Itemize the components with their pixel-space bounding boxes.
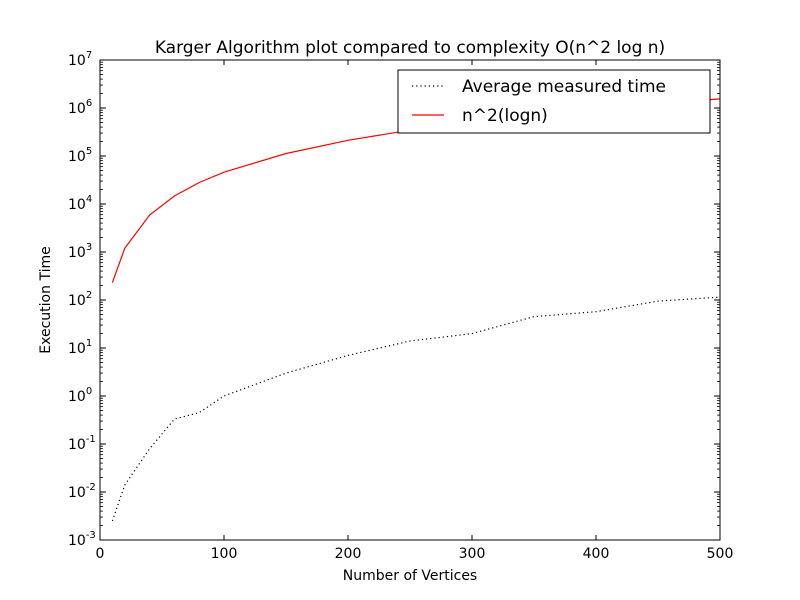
y-tick-exponent: 4 xyxy=(86,194,92,205)
y-tick-base: 10 xyxy=(68,533,86,549)
chart-title: Karger Algorithm plot compared to comple… xyxy=(155,38,665,58)
y-tick-base: 10 xyxy=(68,197,86,213)
y-tick-label: 104 xyxy=(68,194,92,213)
y-tick-base: 10 xyxy=(68,101,86,117)
y-tick-base: 10 xyxy=(68,341,86,357)
y-tick-label: 107 xyxy=(68,50,92,69)
y-tick-exponent: 7 xyxy=(86,50,92,61)
y-tick-base: 10 xyxy=(68,485,86,501)
y-tick-base: 10 xyxy=(68,389,86,405)
y-tick-label: 100 xyxy=(68,386,92,405)
x-tick-label: 0 xyxy=(96,546,105,562)
y-tick-exponent: 6 xyxy=(86,98,92,109)
x-tick-label: 100 xyxy=(211,546,238,562)
y-tick-exponent: -3 xyxy=(86,530,96,541)
y-tick-exponent: -1 xyxy=(86,434,96,445)
y-tick-label: 102 xyxy=(68,290,92,309)
y-tick-label: 101 xyxy=(68,338,92,357)
y-tick-exponent: 3 xyxy=(86,242,92,253)
y-tick-label: 103 xyxy=(68,242,92,261)
x-tick-label: 400 xyxy=(583,546,610,562)
legend: Average measured time n^2(logn) xyxy=(397,69,711,134)
y-axis-label: Execution Time xyxy=(38,246,54,353)
tick-layer: 0 100 200 300 400 50010-310-210-1100101102103… xyxy=(68,50,733,562)
y-tick-base: 10 xyxy=(68,245,86,261)
x-axis-label: Number of Vertices xyxy=(343,568,477,584)
y-tick-exponent: 2 xyxy=(86,290,92,301)
y-tick-label: 105 xyxy=(68,146,92,165)
y-tick-exponent: 5 xyxy=(86,146,92,157)
legend-box xyxy=(397,69,711,134)
y-tick-exponent: 1 xyxy=(86,338,92,349)
plot-area-frame xyxy=(99,59,721,541)
x-tick-label: 300 xyxy=(459,546,486,562)
y-tick-label: 10-2 xyxy=(68,482,96,501)
y-tick-base: 10 xyxy=(68,437,86,453)
y-tick-exponent: 0 xyxy=(86,386,92,397)
legend-label-n2logn: n^2(logn) xyxy=(462,106,548,126)
y-tick-label: 106 xyxy=(68,98,92,117)
y-tick-exponent: -2 xyxy=(86,482,96,493)
legend-label-average-measured-time: Average measured time xyxy=(462,77,666,97)
y-tick-base: 10 xyxy=(68,293,86,309)
y-tick-label: 10-1 xyxy=(68,434,96,453)
y-tick-label: 10-3 xyxy=(68,530,96,549)
x-tick-label: 500 xyxy=(707,546,734,562)
series-line-average-measured-time xyxy=(111,296,720,522)
x-tick-label: 200 xyxy=(335,546,362,562)
y-tick-base: 10 xyxy=(68,149,86,165)
y-tick-base: 10 xyxy=(68,53,86,69)
